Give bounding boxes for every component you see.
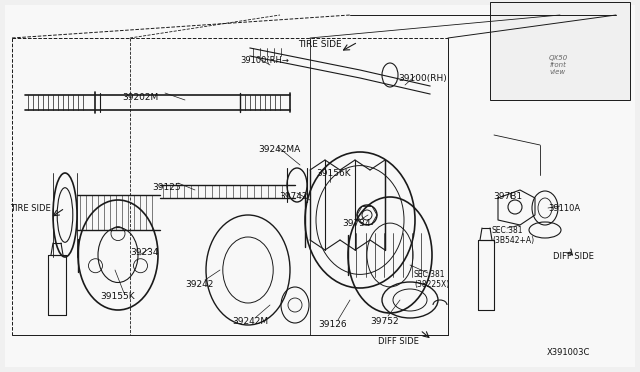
Text: 39110A: 39110A (548, 204, 580, 213)
Text: DIFF SIDE: DIFF SIDE (553, 252, 594, 261)
Text: TIRE SIDE: TIRE SIDE (298, 40, 342, 49)
Text: 39242MA: 39242MA (258, 145, 300, 154)
Text: 39126: 39126 (318, 320, 347, 329)
Text: 39234: 39234 (130, 248, 159, 257)
Text: 39242: 39242 (185, 280, 213, 289)
Text: 39202M: 39202M (122, 93, 158, 102)
Text: 39734: 39734 (342, 219, 371, 228)
Bar (490, 2, 630, 100)
Text: 39242M: 39242M (232, 317, 268, 326)
Text: 39100(RH→: 39100(RH→ (240, 56, 289, 65)
Text: 39742: 39742 (279, 192, 307, 201)
Text: 39752: 39752 (370, 317, 399, 326)
Text: QX50
front
view: QX50 front view (548, 55, 568, 75)
Text: 39155K: 39155K (100, 292, 134, 301)
Text: X391003C: X391003C (547, 348, 590, 357)
Text: SEC.381
(3B542+A): SEC.381 (3B542+A) (492, 226, 534, 246)
Text: DIFF SIDE: DIFF SIDE (378, 337, 419, 346)
Text: 39100(RH): 39100(RH) (398, 74, 447, 83)
Text: 39156K: 39156K (316, 169, 351, 178)
Text: TIRE SIDE: TIRE SIDE (10, 204, 51, 213)
Text: SEC.381
(38225X): SEC.381 (38225X) (414, 270, 449, 289)
Text: 397B1: 397B1 (493, 192, 522, 201)
Text: 39125: 39125 (152, 183, 180, 192)
